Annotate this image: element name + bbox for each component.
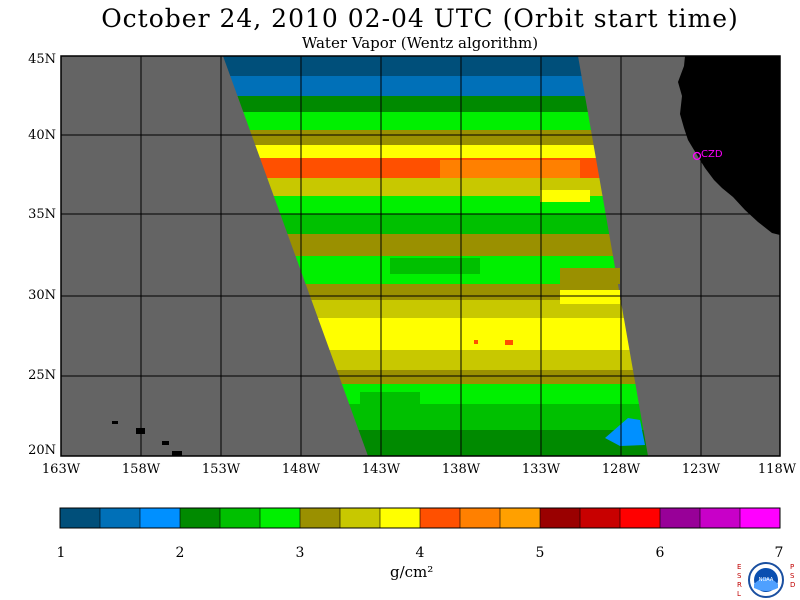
czd-label: CZD — [701, 149, 723, 160]
lon-label-138w: 138W — [441, 462, 481, 477]
swath-patch — [440, 160, 580, 178]
colorbar-tick-7: 7 — [774, 545, 784, 561]
colorbar-tick-6: 6 — [655, 545, 665, 561]
lat-label-45n: 45N — [28, 52, 56, 67]
swath-patch — [560, 268, 620, 284]
lat-label-30n: 30N — [28, 288, 56, 303]
lat-label-25n: 25N — [28, 368, 56, 383]
swath-band — [358, 430, 648, 456]
colorbar-swatch — [300, 508, 341, 528]
svg-text:R: R — [737, 581, 742, 589]
map-title: October 24, 2010 02-04 UTC (Orbit start … — [101, 4, 739, 33]
colorbar-swatch — [460, 508, 501, 528]
colorbar-tick-1: 1 — [56, 545, 66, 561]
island — [112, 421, 118, 424]
colorbar — [59, 507, 781, 529]
swath-patch — [360, 392, 420, 412]
svg-text:L: L — [737, 590, 741, 598]
svg-text:D: D — [790, 581, 795, 589]
svg-text:E: E — [737, 563, 741, 571]
island — [162, 441, 169, 445]
lon-label-148w: 148W — [281, 462, 321, 477]
swath-band — [255, 145, 596, 158]
colorbar-swatch — [700, 508, 741, 528]
swath-band — [280, 214, 610, 234]
colorbar-swatch — [340, 508, 381, 528]
swath-band — [336, 370, 636, 384]
swath-band — [329, 350, 633, 370]
svg-text:S: S — [737, 572, 742, 580]
colorbar-swatch — [580, 508, 621, 528]
colorbar-swatch — [220, 508, 261, 528]
colorbar-swatch — [140, 508, 181, 528]
orange-speck — [505, 340, 513, 345]
lon-label-118w: 118W — [757, 462, 797, 477]
colorbar-tick-2: 2 — [175, 545, 185, 561]
swath-band — [349, 404, 644, 430]
lat-label-35n: 35N — [28, 207, 56, 222]
colorbar-swatch — [180, 508, 221, 528]
lat-label-40n: 40N — [28, 128, 56, 143]
colorbar-swatch — [60, 508, 101, 528]
colorbar-swatch — [380, 508, 421, 528]
swath-patch — [540, 190, 590, 202]
swath-band — [267, 178, 603, 196]
svg-text:S: S — [790, 572, 795, 580]
lon-label-128w: 128W — [601, 462, 641, 477]
blue-patch — [605, 418, 645, 446]
colorbar-swatch — [660, 508, 701, 528]
colorbar-tick-4: 4 — [415, 545, 425, 561]
colorbar-tick-3: 3 — [295, 545, 305, 561]
lon-label-133w: 133W — [521, 462, 561, 477]
swath-band — [243, 112, 591, 130]
swath-band — [317, 318, 630, 350]
svg-text:NOAA: NOAA — [759, 577, 774, 583]
colorbar-swatch — [540, 508, 581, 528]
map-frame — [60, 55, 781, 457]
orange-speck — [474, 340, 478, 344]
lon-label-123w: 123W — [681, 462, 721, 477]
swath-band — [273, 196, 606, 214]
lon-label-143w: 143W — [361, 462, 401, 477]
swath-patch — [390, 258, 480, 274]
colorbar-swatch — [620, 508, 661, 528]
lon-label-158w: 158W — [121, 462, 161, 477]
lat-label-20n: 20N — [28, 443, 56, 458]
swath-band — [249, 130, 594, 145]
swath-band — [223, 56, 582, 76]
swath-band — [287, 234, 613, 256]
swath-band — [311, 300, 624, 318]
island — [172, 451, 182, 456]
colorbar-swatch — [500, 508, 541, 528]
czd-marker-icon — [692, 151, 702, 161]
colorbar-swatch — [740, 508, 781, 528]
colorbar-units: g/cm² — [390, 563, 434, 581]
lon-label-163w: 163W — [41, 462, 81, 477]
colorbar-swatch — [100, 508, 141, 528]
colorbar-swatch — [420, 508, 461, 528]
map-subtitle: Water Vapor (Wentz algorithm) — [301, 34, 539, 52]
svg-text:P: P — [790, 563, 794, 571]
satellite-swath — [223, 56, 648, 456]
colorbar-tick-5: 5 — [535, 545, 545, 561]
land-north-america — [678, 56, 780, 235]
lon-label-153w: 153W — [201, 462, 241, 477]
swath-patch — [560, 290, 620, 304]
swath-band — [237, 96, 588, 112]
swath-band — [230, 76, 585, 96]
colorbar-swatch — [260, 508, 301, 528]
